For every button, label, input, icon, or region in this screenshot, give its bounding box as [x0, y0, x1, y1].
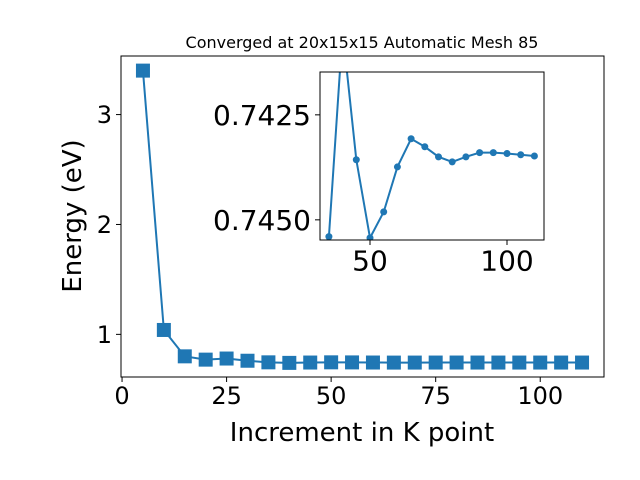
marker	[325, 233, 333, 240]
axes: 50 100 0.7425 0.7450	[213, 71, 545, 277]
plot	[135, 63, 590, 370]
marker	[282, 355, 297, 370]
marker	[366, 234, 374, 240]
x-tick-label: 50	[316, 382, 347, 410]
marker	[135, 63, 150, 78]
marker	[156, 322, 171, 337]
marker	[303, 355, 318, 370]
marker	[407, 135, 415, 143]
plot-area	[320, 72, 544, 240]
marker	[554, 355, 569, 370]
marker	[324, 355, 339, 370]
axes-frame	[120, 55, 605, 378]
marker	[261, 355, 276, 370]
marker	[470, 355, 485, 370]
marker	[421, 143, 429, 151]
marker	[345, 355, 360, 370]
chart-title: Converged at 20x15x15 Automatic Mesh 85	[186, 33, 539, 52]
x-tick-label: 75	[420, 382, 451, 410]
x-axis-label: Increment in K point	[230, 418, 494, 448]
marker	[407, 355, 422, 370]
y-tick-label: 0.7450	[213, 204, 311, 237]
series-line	[141, 70, 583, 364]
marker	[503, 149, 511, 157]
marker	[365, 355, 380, 370]
marker	[386, 355, 401, 370]
marker	[219, 351, 234, 366]
marker	[448, 158, 456, 166]
marker	[476, 149, 484, 157]
marker	[177, 349, 192, 364]
marker	[462, 153, 470, 161]
marker	[517, 151, 525, 159]
x-tick-label: 0	[114, 382, 129, 410]
marker	[449, 355, 464, 370]
marker	[428, 355, 443, 370]
y-tick-label: 0.7425	[213, 99, 311, 132]
marker	[530, 152, 538, 160]
plot	[325, 72, 538, 240]
marker	[575, 355, 590, 370]
y-axis-label: Energy (eV)	[58, 139, 88, 292]
y-tick-label: 3	[97, 101, 112, 129]
marker	[491, 355, 506, 370]
marker	[489, 149, 497, 157]
x-tick-label: 50	[352, 244, 388, 277]
x-tick-label: 100	[517, 382, 563, 410]
x-tick-label: 100	[480, 244, 533, 277]
marker	[512, 355, 527, 370]
axes-frame	[319, 71, 545, 241]
marker	[533, 355, 548, 370]
y-tick-label: 2	[97, 211, 112, 239]
marker	[380, 208, 388, 216]
marker	[240, 353, 255, 368]
x-tick-label: 25	[211, 382, 242, 410]
y-tick-label: 1	[97, 321, 112, 349]
marker	[435, 153, 443, 161]
series-line	[327, 72, 535, 240]
marker	[393, 163, 401, 171]
marker	[352, 156, 360, 164]
marker	[198, 352, 213, 367]
